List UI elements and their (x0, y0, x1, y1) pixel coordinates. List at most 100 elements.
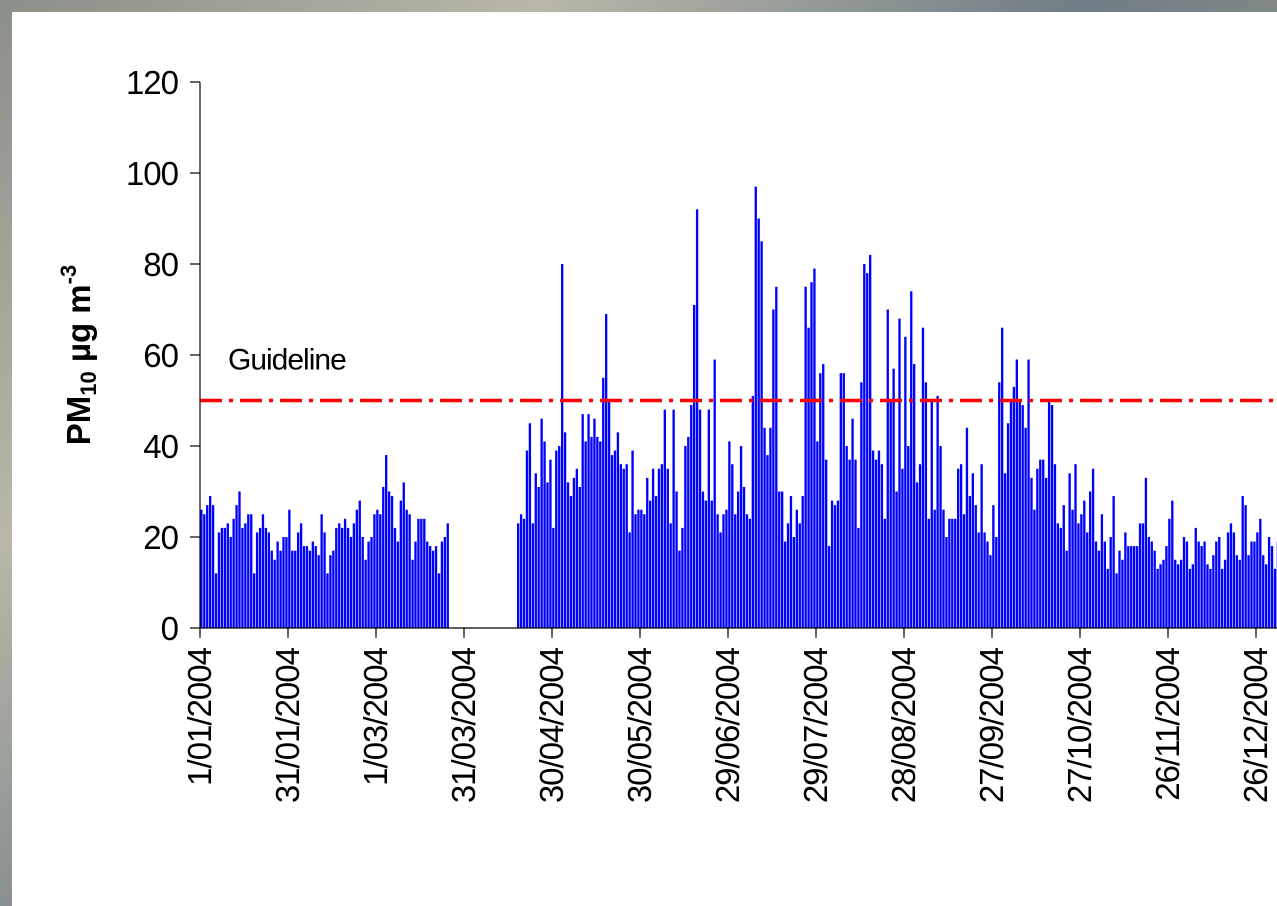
bar (827, 546, 831, 628)
bar (405, 509, 408, 628)
bar (845, 446, 848, 628)
bar (690, 405, 693, 628)
bar (376, 509, 379, 628)
bar (264, 527, 268, 628)
bar (816, 441, 819, 628)
bar (998, 382, 1001, 628)
x-tick-label: 31/03/2004 (445, 647, 482, 803)
bar (649, 500, 652, 628)
bar (839, 373, 842, 628)
bar (276, 541, 279, 628)
bar (282, 537, 285, 628)
bar (590, 436, 593, 628)
x-ticks-group: 1/01/2004 31/01/2004 1/03/2004 31/03/2004 30… (181, 628, 1274, 803)
bar (364, 559, 367, 628)
bar (974, 505, 977, 628)
bar (1086, 532, 1089, 628)
y-tick-label: 20 (143, 519, 178, 556)
bar (1009, 400, 1013, 628)
bar (804, 286, 807, 628)
bar (701, 491, 705, 628)
bar (1226, 532, 1230, 628)
bar (833, 505, 837, 628)
bar (361, 537, 364, 628)
bar (1089, 491, 1092, 628)
bar (1179, 559, 1183, 628)
bar (1267, 537, 1271, 628)
bar (877, 450, 881, 628)
bar (599, 441, 602, 628)
bar (722, 514, 725, 628)
bar (910, 291, 913, 628)
bar (320, 514, 323, 628)
bar (1253, 541, 1256, 628)
y-tick-label: 120 (126, 64, 179, 101)
bar (1042, 459, 1045, 628)
bar (294, 550, 297, 628)
bar (883, 518, 886, 628)
bar (232, 518, 235, 628)
bar (214, 573, 218, 628)
bar (968, 496, 972, 628)
bar (1159, 564, 1162, 628)
bar (393, 527, 397, 628)
bar (713, 359, 716, 628)
bar (1091, 468, 1095, 628)
bar (302, 546, 306, 628)
x-tick-label: 31/01/2004 (269, 647, 306, 803)
bar (663, 409, 666, 628)
bar (1124, 532, 1127, 628)
bar (871, 450, 875, 628)
x-tick-label: 27/09/2004 (973, 647, 1010, 803)
bar (895, 491, 898, 628)
bar (760, 241, 763, 628)
bar (1097, 550, 1101, 628)
bar (678, 550, 681, 628)
bar (1250, 541, 1253, 628)
bar (1177, 564, 1180, 628)
bar (1235, 555, 1238, 628)
bar (382, 486, 385, 628)
bar (763, 427, 766, 628)
bar (948, 518, 951, 628)
bar (423, 518, 426, 628)
bar (253, 573, 256, 628)
bar (311, 541, 314, 628)
bar (285, 537, 288, 628)
bar (211, 505, 215, 628)
bar (616, 432, 620, 628)
bar (927, 518, 930, 628)
bar (525, 450, 529, 628)
bar (748, 518, 752, 628)
bars-group (200, 186, 1277, 628)
bar (1200, 546, 1203, 628)
bar (860, 382, 863, 628)
bar (789, 496, 793, 628)
bar (719, 532, 722, 628)
bar (1003, 473, 1007, 628)
bar (1047, 400, 1051, 628)
bar (1191, 564, 1194, 628)
bar (810, 282, 813, 628)
x-tick-label: 30/04/2004 (533, 647, 570, 803)
bar (1056, 523, 1060, 628)
bar (203, 514, 206, 628)
bar (578, 486, 581, 628)
bar (892, 368, 895, 628)
bar (986, 541, 989, 628)
bar (528, 423, 532, 628)
bar (1024, 427, 1027, 628)
bar (1194, 527, 1197, 628)
bar (1059, 527, 1062, 628)
bar (1083, 500, 1086, 628)
bar (308, 550, 312, 628)
bar (584, 441, 587, 628)
bar (1171, 500, 1174, 628)
bar (390, 496, 394, 628)
bar (279, 550, 282, 628)
bar (420, 518, 423, 628)
bar (299, 523, 303, 628)
bar (572, 477, 576, 628)
bar (1162, 559, 1165, 628)
bar (889, 400, 892, 628)
